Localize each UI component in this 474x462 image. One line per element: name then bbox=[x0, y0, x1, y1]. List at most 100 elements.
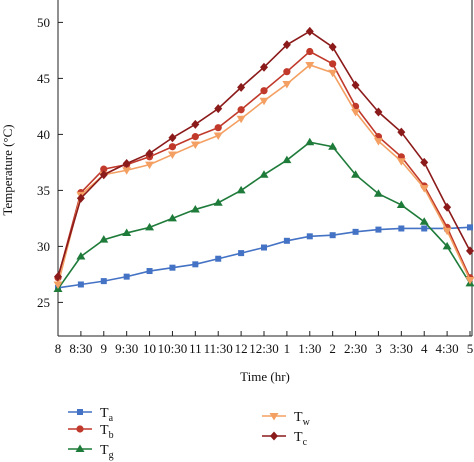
data-point bbox=[351, 170, 361, 178]
data-point bbox=[76, 251, 86, 260]
data-point bbox=[192, 261, 199, 268]
data-point bbox=[190, 204, 200, 213]
x-tick-label: 3:30 bbox=[390, 341, 413, 356]
legend-item-t-c: Tc bbox=[262, 430, 308, 448]
x-tick-label: 11:30 bbox=[204, 341, 233, 356]
data-point bbox=[419, 185, 429, 193]
data-point bbox=[190, 141, 200, 149]
data-point bbox=[442, 241, 452, 250]
data-point bbox=[213, 132, 223, 141]
data-point bbox=[259, 97, 269, 106]
x-tick-label: 5 bbox=[467, 341, 474, 356]
data-point bbox=[53, 281, 63, 289]
data-point bbox=[465, 277, 474, 285]
x-tick-label: 2:30 bbox=[344, 341, 367, 356]
data-point bbox=[168, 143, 177, 151]
data-point bbox=[100, 165, 108, 173]
legend-label: Tw bbox=[294, 410, 311, 428]
data-point bbox=[328, 69, 338, 78]
data-point bbox=[328, 42, 337, 52]
data-point bbox=[466, 246, 474, 256]
data-point bbox=[237, 106, 245, 114]
data-point bbox=[305, 61, 315, 70]
data-point bbox=[373, 138, 383, 146]
series-t-a bbox=[55, 224, 473, 291]
series-t-g bbox=[53, 137, 474, 292]
data-point bbox=[214, 104, 223, 114]
data-point bbox=[215, 255, 222, 262]
data-point bbox=[261, 244, 267, 251]
y-tick-label: 45 bbox=[37, 71, 50, 86]
axes: 25 30 35 40 45 50 8 8:30 9 9:30 10 10:30 11 11:30 12 1 2… bbox=[37, 0, 473, 356]
legend-item-t-g: Tg bbox=[68, 443, 114, 461]
data-point bbox=[283, 237, 290, 244]
y-tick-label: 50 bbox=[37, 15, 50, 30]
legend-item-t-b: Tb bbox=[68, 423, 114, 441]
legend-marker bbox=[75, 444, 85, 452]
x-tick-label: 12 bbox=[235, 341, 248, 356]
data-point bbox=[328, 142, 338, 150]
y-tick-label: 35 bbox=[37, 183, 50, 198]
data-point bbox=[145, 148, 154, 158]
data-point bbox=[145, 161, 155, 170]
data-point bbox=[236, 185, 246, 194]
data-point bbox=[282, 40, 291, 50]
series-line-t-b bbox=[57, 50, 471, 279]
data-point bbox=[421, 225, 428, 232]
data-point bbox=[373, 189, 383, 197]
data-point bbox=[260, 62, 268, 72]
data-point bbox=[259, 170, 269, 178]
data-point bbox=[306, 47, 314, 56]
data-point bbox=[191, 119, 200, 129]
x-tick-label: 8:30 bbox=[69, 341, 92, 356]
data-point bbox=[99, 235, 109, 243]
y-axis-title: Temperature (°C) bbox=[0, 124, 15, 215]
data-point bbox=[329, 232, 336, 239]
legend-label: Tg bbox=[100, 443, 114, 461]
legend-label: Ta bbox=[100, 406, 114, 424]
data-point bbox=[122, 159, 131, 169]
y-tick-label: 40 bbox=[37, 127, 50, 142]
x-axis-title: Time (hr) bbox=[240, 369, 290, 384]
x-tick-label: 9 bbox=[101, 341, 108, 356]
data-point bbox=[442, 227, 452, 236]
data-point bbox=[145, 222, 155, 231]
data-point bbox=[54, 272, 62, 282]
legend-marker bbox=[269, 413, 279, 421]
legend-item-t-w: Tw bbox=[262, 410, 311, 428]
y-tick-label: 25 bbox=[37, 295, 50, 310]
series-group bbox=[53, 26, 474, 292]
series-t-w bbox=[53, 61, 474, 289]
data-point bbox=[168, 133, 177, 143]
data-point bbox=[419, 217, 429, 225]
data-point bbox=[122, 228, 132, 236]
data-point bbox=[352, 228, 359, 235]
data-point bbox=[420, 157, 429, 167]
x-tick-label: 1:30 bbox=[298, 341, 321, 356]
data-point bbox=[213, 198, 223, 206]
data-point bbox=[283, 68, 291, 76]
data-point bbox=[443, 202, 452, 212]
x-tick-label: 9:30 bbox=[115, 341, 138, 356]
legend-marker bbox=[270, 431, 278, 441]
x-tick-label: 8 bbox=[55, 341, 62, 356]
legend-label: Tb bbox=[100, 423, 114, 441]
data-point bbox=[169, 264, 176, 271]
data-point bbox=[100, 278, 107, 285]
x-tick-label: 11 bbox=[189, 341, 202, 356]
x-tick-label: 10:30 bbox=[158, 341, 188, 356]
data-point bbox=[167, 213, 177, 222]
data-point bbox=[76, 193, 85, 203]
y-tick-label: 30 bbox=[37, 239, 50, 254]
data-point bbox=[191, 133, 199, 141]
data-point bbox=[351, 80, 360, 90]
data-point bbox=[122, 167, 132, 175]
data-point bbox=[351, 109, 361, 117]
x-tick-label: 10 bbox=[143, 341, 156, 356]
x-tick-label: 1 bbox=[284, 341, 291, 356]
data-point bbox=[467, 224, 473, 231]
legend-label: Tc bbox=[294, 430, 308, 448]
data-point bbox=[238, 250, 245, 257]
data-point bbox=[396, 158, 406, 166]
